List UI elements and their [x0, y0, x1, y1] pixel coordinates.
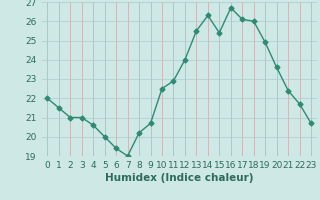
X-axis label: Humidex (Indice chaleur): Humidex (Indice chaleur): [105, 173, 253, 183]
